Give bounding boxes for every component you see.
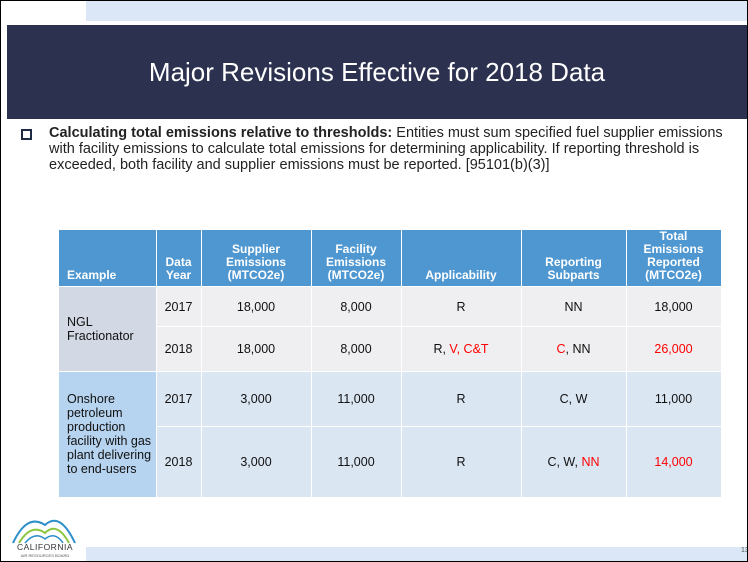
- bullet: Calculating total emissions relative to …: [21, 125, 741, 173]
- table-cell: R: [401, 286, 522, 327]
- logo-name: CALIFORNIA: [17, 542, 73, 552]
- table-cell: R: [401, 371, 522, 427]
- cell-text: 11,000: [337, 454, 375, 469]
- logo-arc: [24, 535, 64, 544]
- cell-text: 3,000: [240, 454, 272, 469]
- table-cell: 11,000: [626, 371, 722, 427]
- table-cell: C, NN: [521, 326, 627, 372]
- table-cell: 2018: [156, 326, 202, 372]
- cell-text: 18,000: [654, 299, 693, 314]
- table-row: NGL Fractionator 2017 18,000 8,000 R NN 18,000: [59, 286, 722, 372]
- cell-text: 18,000: [236, 342, 276, 356]
- cell-text: 11,000: [337, 392, 375, 406]
- cell-text: 2017: [164, 392, 193, 406]
- table-cell: R, V, C&T: [401, 326, 522, 372]
- slide-title: Major Revisions Effective for 2018 Data: [148, 56, 606, 87]
- header-cell: Reporting Subparts: [521, 230, 627, 287]
- logo-arc: [18, 527, 70, 544]
- cell-text: 14,000: [654, 454, 693, 469]
- table-cell: 14,000: [626, 426, 722, 497]
- header-cell: Data Year: [156, 230, 202, 287]
- cell-text: C, W,: [547, 454, 582, 469]
- cell-text: NN: [581, 454, 600, 469]
- cell-text: 2018: [164, 454, 193, 469]
- cell-text: 8,000: [340, 342, 372, 356]
- table-cell: 2017: [156, 371, 202, 427]
- cell-text: R: [456, 299, 466, 314]
- header-cell: Applicability: [401, 230, 522, 287]
- table-cell: 11,000: [311, 426, 402, 497]
- table-cell: NN: [521, 286, 627, 327]
- cell-text: R,: [433, 342, 450, 356]
- table-cell: 3,000: [201, 426, 312, 497]
- bullet-lead: Calculating total emissions relative to …: [49, 125, 393, 141]
- cell-text: R: [456, 454, 466, 469]
- cell-text: 8,000: [340, 299, 372, 314]
- cell-text: 26,000: [654, 342, 693, 356]
- table-cell: R: [401, 426, 522, 497]
- header-cell: Example: [59, 230, 157, 287]
- logo-sub: AIR RESOURCES BOARD: [21, 553, 70, 558]
- header-cell: Total Emissions Reported (MTCO2e): [626, 230, 722, 287]
- cell-text: 2017: [164, 299, 193, 314]
- table-cell: 8,000: [311, 326, 402, 372]
- table-body: NGL Fractionator 2017 18,000 8,000 R NN 18,000…: [59, 286, 722, 497]
- bullet-body: Entities must sum specified fuel supplie…: [49, 125, 723, 173]
- table-cell: 18,000: [201, 326, 312, 372]
- header-row: Example Data Year Supplier Emissions (MTCO…: [59, 230, 722, 287]
- page-number: 13: [741, 547, 747, 554]
- table-cell: 26,000: [626, 326, 722, 372]
- cell-text: , NN: [565, 342, 591, 356]
- cell-text: R: [456, 392, 466, 406]
- table-cell: 3,000: [201, 371, 312, 427]
- example-cell: NGL Fractionator: [59, 286, 157, 372]
- cell-text: 2018: [164, 342, 193, 356]
- title-band: Major Revisions Effective for 2018 Data: [7, 25, 747, 119]
- cell-text: C, W: [559, 392, 588, 406]
- table-cell: 18,000: [626, 286, 722, 327]
- table-cell: 2017: [156, 286, 202, 327]
- cell-text: C: [556, 342, 566, 356]
- bullet-marker: [21, 129, 32, 140]
- table-cell: C, W, NN: [521, 426, 627, 497]
- cell-text: 18,000: [236, 299, 276, 314]
- logo-arc: [12, 519, 76, 544]
- table-cell: 18,000: [201, 286, 312, 327]
- logo: CALIFORNIA AIR RESOURCES BOARD: [12, 519, 76, 558]
- table-row: Onshore petroleum production facility wi…: [59, 371, 722, 497]
- table-row: 2018 18,000 8,000 R, V, C&T C, NN 26,000: [59, 326, 722, 372]
- cell-text: 11,000: [654, 392, 693, 406]
- cell-text: NN: [564, 299, 583, 314]
- table-cell: C, W: [521, 371, 627, 427]
- bullet-text: Calculating total emissions relative to …: [49, 125, 741, 173]
- header-cell: Facility Emissions (MTCO2e): [311, 230, 402, 287]
- table: Example Data Year Supplier Emissions (MTCO…: [59, 230, 722, 497]
- cell-text: 3,000: [240, 392, 272, 406]
- bottom-bar: [86, 547, 747, 561]
- top-bar: [86, 1, 747, 21]
- table-cell: 11,000: [311, 371, 402, 427]
- cell-text: V, C&T: [449, 342, 489, 356]
- table-cell: 8,000: [311, 286, 402, 327]
- table-cell: 2018: [156, 426, 202, 497]
- table-row: 2018 3,000 11,000 R C, W, NN 14,000: [59, 426, 722, 497]
- example-cell: Onshore petroleum production facility wi…: [59, 371, 157, 497]
- header-cell: Supplier Emissions (MTCO2e): [201, 230, 312, 287]
